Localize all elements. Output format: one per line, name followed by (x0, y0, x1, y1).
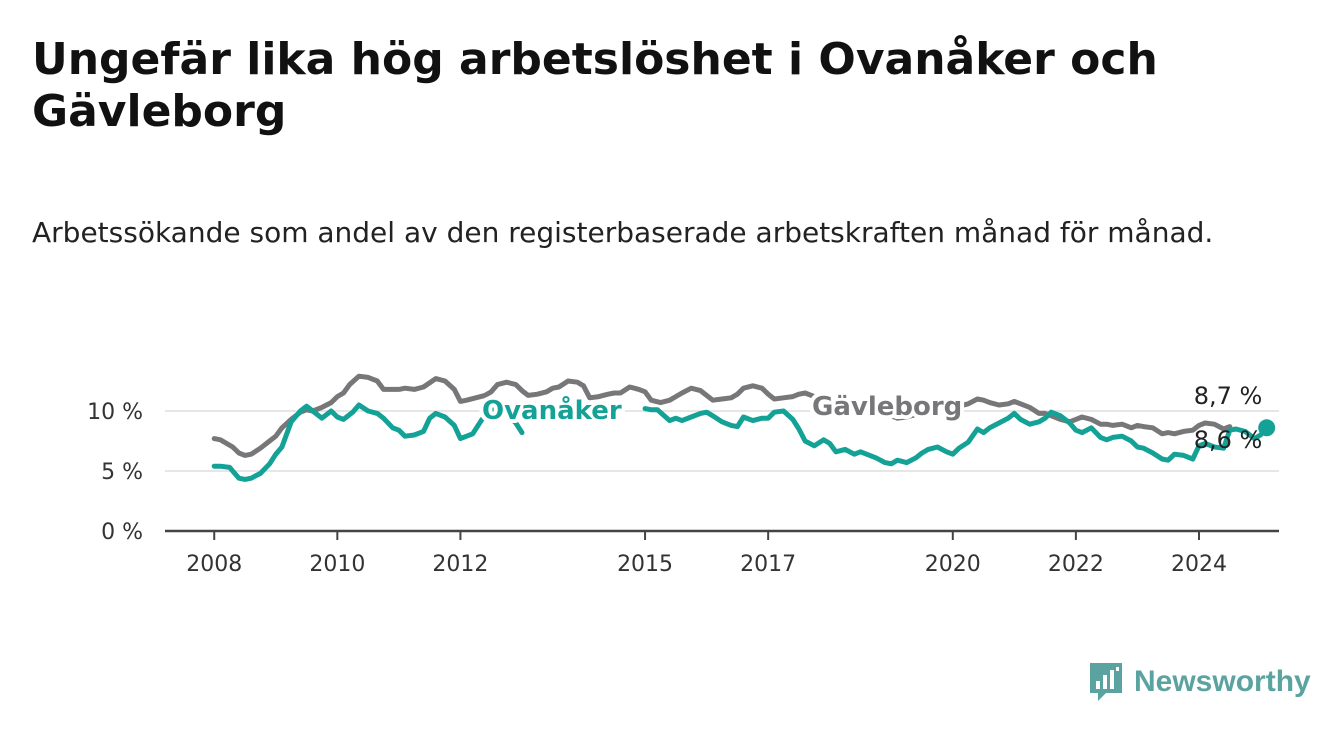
line-chart: 0 % 5 % 10 % 2008 2010 2012 2015 2017 2020 2022 20… (87, 373, 1279, 577)
x-tick-label: 2012 (432, 552, 488, 577)
x-tick-label: 2008 (186, 552, 242, 577)
x-tick-label: 2017 (740, 552, 796, 577)
series-labels: Ovanåker Gävleborg 8,7 % 8,6 % (478, 382, 1263, 454)
x-tick-label: 2015 (617, 552, 673, 577)
brand-logo: Newsworthy (1088, 660, 1311, 704)
x-tick-label: 2024 (1171, 552, 1227, 577)
brand-name: Newsworthy (1134, 665, 1311, 698)
end-point-marker (1258, 419, 1276, 437)
series-lines (211, 373, 1276, 482)
y-tick-label: 0 % (101, 520, 143, 545)
series-label-gavleborg: Gävleborg (812, 392, 962, 422)
series-line-gavleborg (211, 373, 1233, 458)
y-tick-label: 5 % (101, 460, 143, 485)
series-line-ovanaker (211, 402, 525, 482)
x-tick-label: 2020 (925, 552, 981, 577)
end-label-ovanaker: 8,6 % (1194, 426, 1263, 454)
series-label-ovanaker: Ovanåker (482, 394, 622, 426)
newsworthy-icon (1090, 663, 1122, 701)
y-tick-label: 10 % (87, 400, 143, 425)
x-tick-label: 2010 (309, 552, 365, 577)
x-tick-label: 2022 (1048, 552, 1104, 577)
end-label-gavleborg: 8,7 % (1194, 382, 1263, 410)
chart-title: Ungefär lika hög arbetslöshet i Ovanåker… (32, 34, 1158, 137)
series-line-ovanaker (642, 406, 1270, 467)
chart-subtitle: Arbetssökande som andel av den registerb… (32, 216, 1214, 249)
axes: 0 % 5 % 10 % 2008 2010 2012 2015 2017 2020 2022 20… (87, 400, 1279, 577)
